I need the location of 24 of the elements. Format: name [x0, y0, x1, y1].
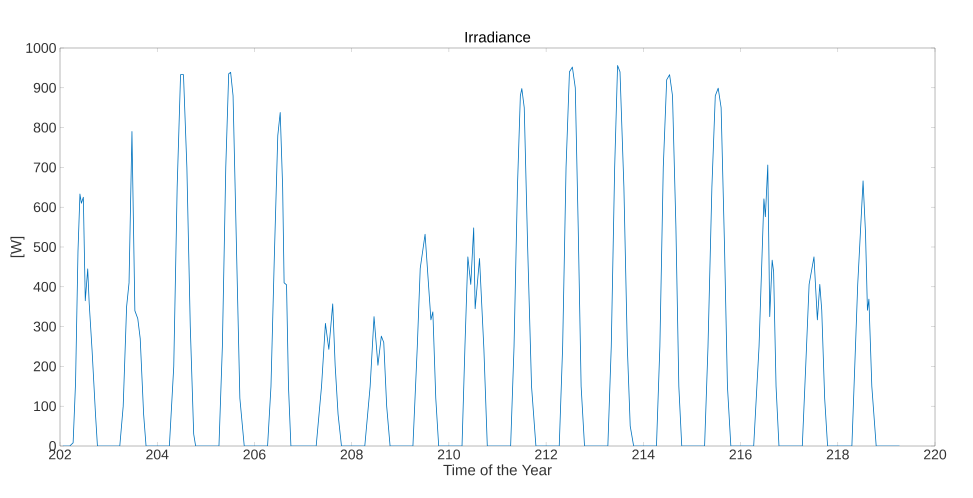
line-series [62, 65, 900, 446]
y-tick-label: 500 [34, 242, 56, 252]
y-tick-label: 400 [33, 282, 56, 292]
y-axis-title: [W] [10, 236, 24, 258]
x-tick-label: 204 [146, 450, 168, 460]
x-tick-label: 220 [924, 450, 946, 460]
y-tick-label: 300 [34, 322, 56, 332]
y-tick-label: 200 [34, 361, 56, 372]
y-tick-label: 900 [34, 82, 56, 93]
y-tick-label: 100 [34, 401, 56, 412]
chart-title: Irradiance [466, 31, 530, 42]
x-tick-label: 208 [340, 450, 363, 460]
x-tick-label: 212 [535, 450, 558, 460]
x-axis-title: Time of the Year [443, 464, 552, 476]
y-tick-label: 600 [34, 202, 56, 212]
x-tick-label: 214 [632, 450, 655, 460]
x-tick-label: 206 [243, 450, 266, 460]
y-tick-label: 700 [34, 162, 56, 172]
y-tick-label: 800 [34, 122, 56, 133]
x-tick-label: 202 [49, 450, 71, 460]
y-tick-label: 1000 [26, 43, 56, 53]
x-tick-label: 216 [730, 450, 752, 460]
x-tick-label: 210 [438, 450, 460, 460]
x-tick-label: 218 [826, 450, 849, 460]
